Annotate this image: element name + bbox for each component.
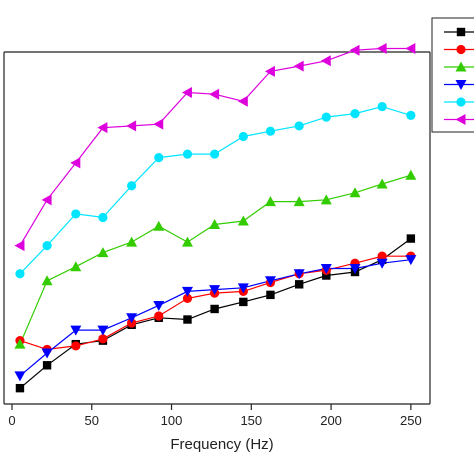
x-ticks: 0 50 100 150 200 250: [8, 404, 422, 428]
data-point: [97, 247, 109, 258]
x-axis-title: Frequency (Hz): [170, 436, 273, 453]
data-point: [98, 334, 108, 344]
data-point: [153, 118, 164, 130]
data-point: [264, 276, 276, 287]
data-point: [293, 60, 304, 72]
data-point: [237, 215, 249, 226]
data-point: [294, 280, 304, 289]
data-point: [126, 236, 138, 247]
data-point: [350, 109, 360, 119]
data-point: [181, 86, 192, 98]
data-point: [209, 218, 221, 229]
data-point: [294, 121, 304, 131]
data-point: [98, 212, 108, 223]
data-point: [405, 255, 417, 266]
plot-area: 0 50 100 150 200 250: [3, 42, 431, 428]
data-point: [405, 42, 416, 54]
data-point: [154, 311, 164, 321]
data-point: [321, 112, 331, 122]
legend-marker-3: [455, 61, 467, 72]
data-point: [42, 241, 52, 251]
x-tick-label: 50: [85, 413, 99, 428]
data-point: [15, 269, 25, 279]
data-point: [70, 325, 82, 336]
legend-marker-2: [456, 44, 466, 55]
data-point: [293, 269, 305, 280]
data-point: [182, 149, 193, 159]
data-point: [406, 110, 416, 120]
data-point: [377, 251, 387, 261]
legend-marker-6: [455, 114, 466, 125]
data-point: [320, 194, 332, 205]
data-point: [97, 122, 108, 134]
data-point: [349, 263, 361, 274]
data-point: [41, 194, 52, 206]
legend-box: [431, 17, 474, 133]
data-point: [153, 220, 165, 231]
series-line-4: [19, 259, 411, 377]
series-line-5: [19, 105, 412, 275]
data-point: [349, 187, 361, 198]
data-point: [265, 126, 276, 136]
x-tick-label: 200: [320, 413, 342, 428]
data-point: [183, 315, 192, 324]
data-point: [14, 338, 26, 349]
data-point: [126, 120, 137, 132]
data-point: [42, 361, 52, 370]
data-point: [154, 153, 164, 163]
data-point: [209, 88, 220, 100]
data-point: [127, 181, 137, 191]
x-tick-label: 250: [400, 413, 422, 428]
legend-marker-4: [455, 80, 467, 90]
data-point: [293, 196, 305, 207]
x-tick-label: 150: [240, 413, 262, 428]
data-point: [376, 42, 387, 54]
data-point: [210, 304, 219, 314]
x-tick-label: 100: [161, 413, 183, 428]
data-point: [97, 325, 109, 336]
legend-marker-1: [456, 27, 466, 37]
data-point: [406, 234, 416, 243]
data-point: [349, 44, 360, 56]
x-tick-label: 0: [8, 413, 15, 428]
data-point: [70, 261, 82, 272]
data-point: [405, 169, 417, 180]
data-point: [15, 383, 25, 393]
data-point: [14, 240, 25, 252]
data-point: [266, 290, 275, 300]
data-point: [71, 209, 81, 219]
data-point: [41, 348, 53, 359]
data-point: [181, 286, 193, 297]
data-point: [181, 236, 193, 247]
data-point: [322, 271, 331, 280]
data-point: [264, 65, 275, 77]
data-point: [41, 275, 53, 286]
data-point: [209, 285, 221, 296]
legend-marker-5: [456, 97, 466, 107]
data-point: [376, 178, 388, 189]
series-markers: [14, 42, 417, 393]
data-point: [238, 131, 248, 142]
data-point: [14, 371, 26, 382]
data-point: [70, 157, 81, 169]
data-point: [377, 101, 387, 112]
data-point: [264, 196, 276, 207]
legend: [444, 27, 474, 125]
data-point: [376, 258, 388, 269]
data-point: [126, 313, 138, 324]
data-point: [153, 300, 165, 311]
data-point: [237, 283, 249, 294]
series-lines: [19, 47, 412, 389]
data-point: [210, 149, 220, 159]
data-point: [320, 263, 332, 274]
data-point: [237, 95, 248, 107]
data-point: [320, 55, 331, 67]
data-point: [71, 341, 81, 351]
data-point: [182, 293, 193, 303]
data-point: [239, 297, 248, 307]
